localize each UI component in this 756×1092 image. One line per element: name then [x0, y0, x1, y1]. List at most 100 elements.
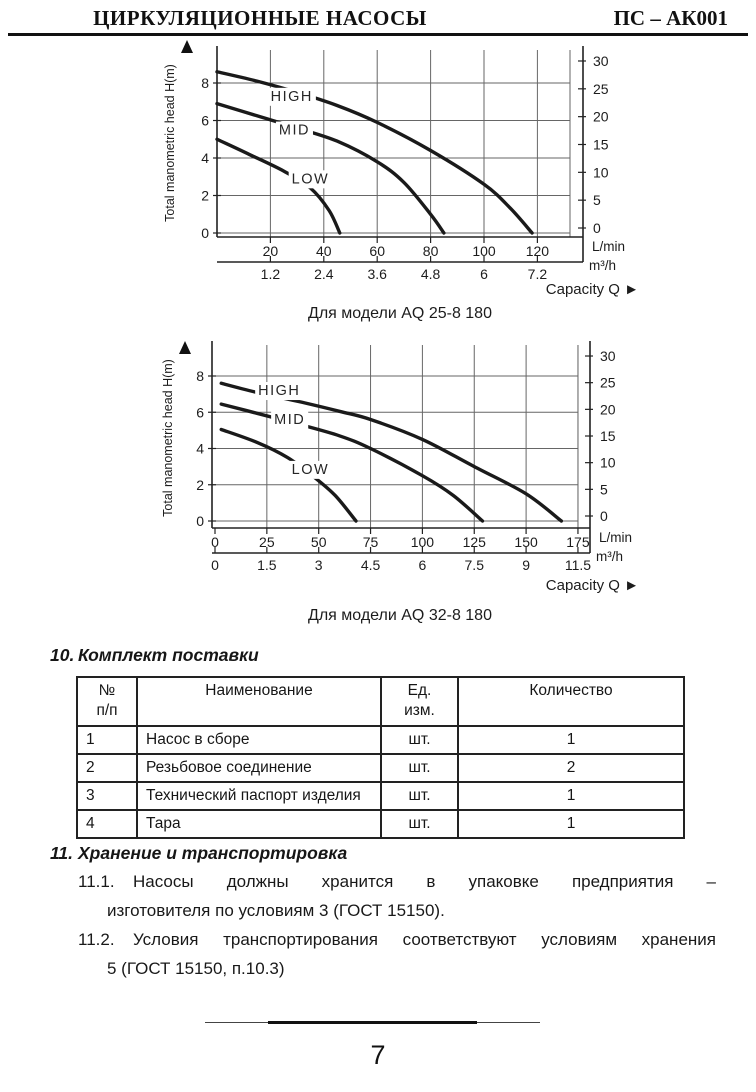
svg-text:0: 0	[196, 513, 204, 529]
curve-label-bg	[255, 382, 304, 401]
svg-text:7.2: 7.2	[528, 266, 548, 282]
curve-label-low: LOW	[292, 462, 330, 478]
svg-text:3.6: 3.6	[367, 266, 387, 282]
chart-axes	[211, 341, 591, 554]
svg-text:20: 20	[600, 401, 616, 417]
svg-text:10: 10	[593, 164, 609, 180]
svg-text:120: 120	[526, 243, 550, 259]
table-cell: шт.	[380, 725, 459, 755]
svg-text:80: 80	[423, 243, 439, 259]
svg-text:15: 15	[593, 136, 609, 152]
table-cell: 1	[457, 781, 685, 811]
svg-text:30: 30	[593, 53, 609, 69]
x-unit-m3h: m³/h	[596, 549, 623, 564]
svg-text:1.5: 1.5	[257, 557, 277, 573]
x-unit-lmin: L/min	[592, 239, 625, 254]
svg-text:20: 20	[263, 243, 279, 259]
table-cell: Технический паспорт изделия	[136, 781, 382, 811]
chart-caption-aq25: Для модели AQ 25-8 180	[308, 305, 492, 322]
curve-mid	[219, 402, 485, 523]
svg-text:1.2: 1.2	[261, 266, 281, 282]
svg-text:3: 3	[315, 557, 323, 573]
svg-text:2: 2	[196, 477, 204, 493]
svg-text:125: 125	[463, 534, 487, 550]
curve-label-bg	[288, 170, 333, 189]
curve-label-bg	[288, 460, 333, 479]
table-cell: шт.	[380, 753, 459, 783]
svg-text:100: 100	[411, 534, 435, 550]
table-cell: 4	[76, 809, 138, 839]
svg-text:10: 10	[600, 455, 616, 471]
col-header-number-line2: п/п	[96, 702, 118, 719]
svg-text:0: 0	[211, 534, 219, 550]
table-cell: 1	[457, 809, 685, 839]
svg-text:6: 6	[201, 113, 209, 129]
header-rule	[8, 33, 748, 36]
svg-text:8: 8	[201, 75, 209, 91]
table-cell: 2	[457, 753, 685, 783]
svg-text:15: 15	[600, 428, 616, 444]
clause-11-2-line1: 11.2. Условия транспортирования соответс…	[78, 930, 716, 950]
table-cell: шт.	[380, 809, 459, 839]
y-axis-title: Total manometric head H(m)	[163, 64, 177, 222]
col-header-number-line1: №	[98, 682, 116, 699]
y-axis-title: Total manometric head H(m)	[161, 359, 175, 517]
svg-text:60: 60	[369, 243, 385, 259]
x-unit-m3h: m³/h	[589, 258, 616, 273]
col-header-qty-line1: Количество	[529, 682, 613, 699]
x-unit-lmin: L/min	[599, 530, 632, 545]
svg-text:0: 0	[211, 557, 219, 573]
svg-text:50: 50	[311, 534, 327, 550]
table-header-row: № п/п Наименование Ед. изм. Количество	[76, 676, 685, 727]
svg-text:30: 30	[600, 348, 616, 364]
page-header-code: ПС – АК001	[613, 6, 728, 30]
svg-text:8: 8	[196, 368, 204, 384]
curve-label-bg	[271, 411, 309, 430]
section-10-title: Комплект поставки	[78, 645, 259, 665]
chart-gridlines	[212, 345, 579, 528]
capacity-axis-label: Capacity Q ►	[546, 577, 639, 594]
table-cell: 1	[76, 725, 138, 755]
clause-11-1-number: 11.1.	[78, 872, 115, 891]
section-11-number: 11.	[50, 843, 74, 863]
svg-text:5: 5	[600, 481, 608, 497]
curve-label-bg	[267, 87, 316, 106]
svg-text:25: 25	[593, 81, 609, 97]
svg-text:7.5: 7.5	[465, 557, 485, 573]
table-cell: шт.	[380, 781, 459, 811]
page-number: 7	[370, 1040, 386, 1070]
svg-text:0: 0	[600, 508, 608, 524]
svg-text:100: 100	[472, 243, 496, 259]
col-header-unit: Ед. изм.	[380, 676, 459, 727]
table-row: 1 Насос в сборе шт. 1	[76, 725, 685, 755]
col-header-qty: Количество	[457, 676, 685, 727]
pump-curve-chart-aq32: Total manometric head H(m) 0 2 4 6 8 0 5 10 15 20 2…	[161, 341, 639, 594]
curve-label-mid: MID	[279, 123, 310, 139]
pump-curve-chart-aq25: Total manometric head H(m)02468051015202…	[163, 40, 639, 298]
section-11-title: Хранение и транспортировка	[78, 843, 348, 863]
chart-gridlines	[217, 50, 571, 237]
svg-text:40: 40	[316, 243, 332, 259]
clause-11-1-line2: изготовителя по условиям 3 (ГОСТ 15150).	[107, 901, 445, 920]
chart-caption-aq32: Для модели AQ 32-8 180	[308, 607, 492, 624]
table-row: 4 Тара шт. 1	[76, 809, 685, 839]
curve-label-mid: MID	[274, 412, 305, 428]
chart-tick-labels: 0246805101520253000251.5503754.510061257…	[196, 348, 616, 573]
y-axis-arrow-icon	[181, 40, 193, 53]
page-header-title: ЦИРКУЛЯЦИОННЫЕ НАСОСЫ	[93, 6, 427, 30]
table-cell: Насос в сборе	[136, 725, 382, 755]
svg-text:25: 25	[600, 375, 616, 391]
section-11-heading: 11. Хранение и транспортировка	[50, 843, 347, 864]
curve-mid	[215, 101, 446, 235]
chart-axes	[216, 46, 584, 263]
clause-11-1-text: Насосы должны хранится в упаковке предпр…	[133, 872, 716, 891]
table-cell: 1	[457, 725, 685, 755]
curve-high	[215, 70, 534, 235]
y-axis-arrow-icon	[179, 341, 191, 354]
section-10-heading: 10. Комплект поставки	[50, 645, 259, 666]
col-header-unit-line2: изм.	[404, 702, 435, 719]
clause-11-2-line2: 5 (ГОСТ 15150, п.10.3)	[107, 959, 285, 978]
col-header-unit-line1: Ед.	[407, 682, 432, 699]
svg-text:6: 6	[196, 404, 204, 420]
section-10-number: 10.	[50, 645, 75, 665]
